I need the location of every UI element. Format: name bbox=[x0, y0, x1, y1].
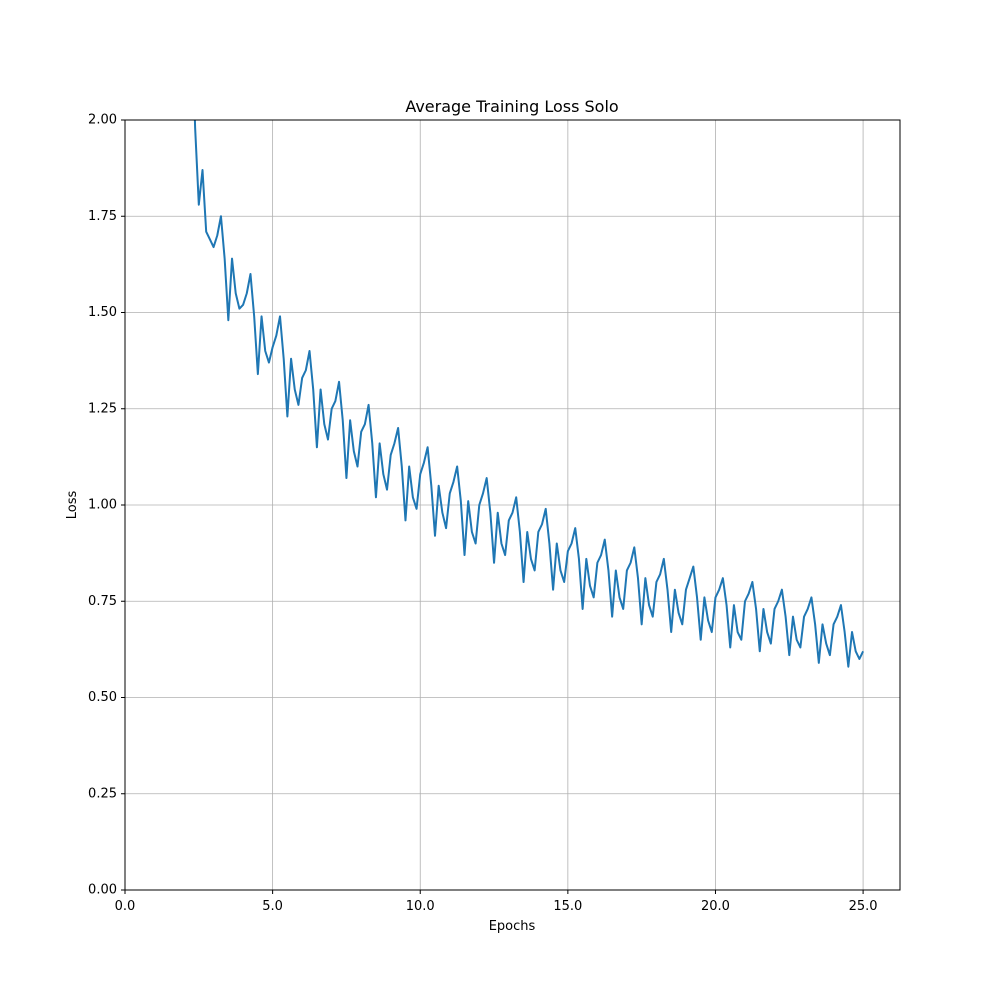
y-tick-label: 1.75 bbox=[88, 209, 117, 224]
y-tick-label: 0.75 bbox=[88, 594, 117, 609]
y-tick-label: 1.25 bbox=[88, 401, 117, 416]
ticks: 0.0 5.0 10.0 15.0 20.0 25.0 0.00 0.25 0.50 0.75 1.… bbox=[88, 113, 878, 915]
y-tick-label: 1.00 bbox=[88, 498, 117, 513]
y-tick-label: 1.50 bbox=[88, 305, 117, 320]
chart-title: Average Training Loss Solo bbox=[405, 97, 618, 116]
y-tick-label: 0.50 bbox=[88, 690, 117, 705]
loss-line bbox=[193, 120, 865, 668]
x-tick-label: 5.0 bbox=[262, 899, 283, 914]
x-tick-label: 0.0 bbox=[115, 899, 136, 914]
y-tick-label: 2.00 bbox=[88, 113, 117, 128]
x-axis-label: Epochs bbox=[489, 919, 536, 934]
x-tick-label: 10.0 bbox=[406, 899, 435, 914]
grid bbox=[124, 119, 900, 891]
x-tick-label: 20.0 bbox=[701, 899, 730, 914]
plot-area bbox=[193, 120, 865, 668]
x-tick-label: 15.0 bbox=[553, 899, 582, 914]
y-axis-label: Loss bbox=[65, 491, 80, 520]
x-tick-label: 25.0 bbox=[849, 899, 878, 914]
y-tick-label: 0.00 bbox=[88, 883, 117, 898]
y-tick-label: 0.25 bbox=[88, 786, 117, 801]
